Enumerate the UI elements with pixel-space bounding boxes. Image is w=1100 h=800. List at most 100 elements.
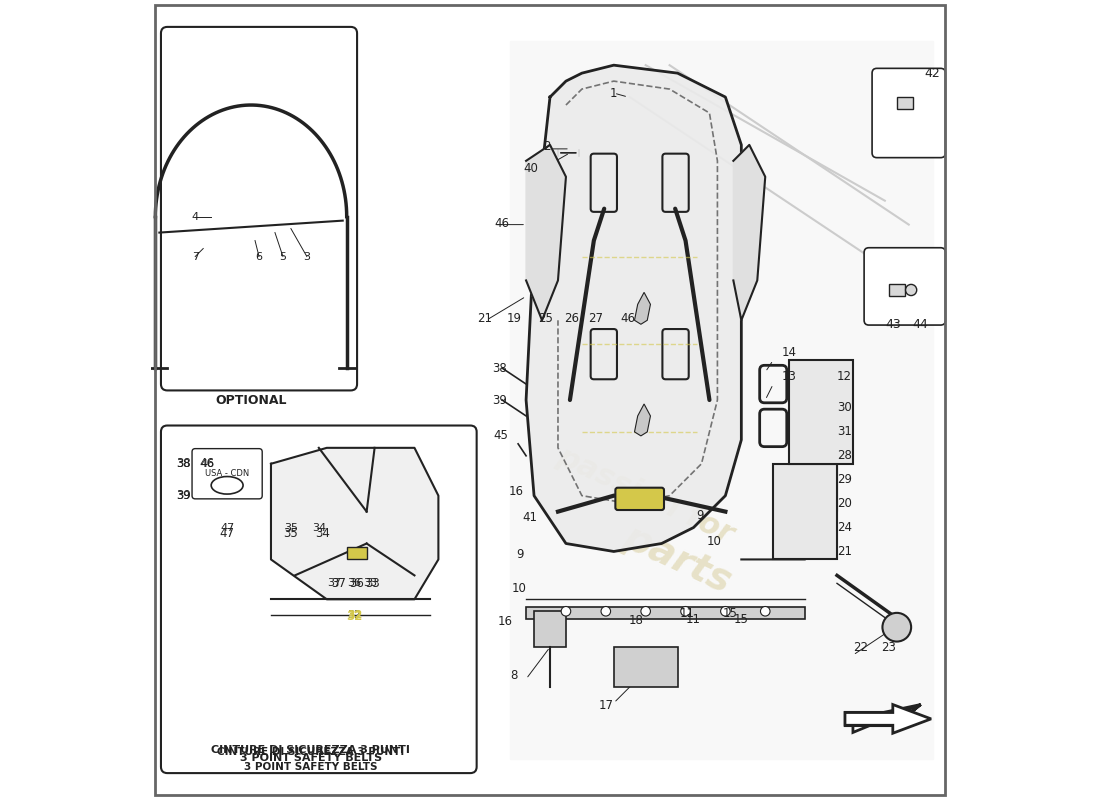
Text: 26: 26 (564, 312, 579, 325)
Text: 37: 37 (328, 578, 342, 588)
Text: 23: 23 (881, 641, 895, 654)
Text: 46: 46 (200, 458, 214, 469)
Polygon shape (635, 404, 650, 436)
Text: 35: 35 (284, 522, 298, 533)
Text: 22: 22 (852, 641, 868, 654)
Text: 39: 39 (176, 490, 190, 501)
Text: 39: 39 (493, 394, 507, 406)
Circle shape (601, 606, 610, 616)
Circle shape (720, 606, 730, 616)
Polygon shape (852, 705, 921, 733)
Text: 47: 47 (220, 522, 234, 533)
Text: 33: 33 (365, 577, 381, 590)
Polygon shape (773, 464, 837, 559)
FancyBboxPatch shape (192, 449, 262, 499)
Text: CINTURE DI SICUREZZA 3 PUNTI: CINTURE DI SICUREZZA 3 PUNTI (211, 745, 410, 754)
Text: 4: 4 (191, 212, 199, 222)
Text: 16: 16 (508, 485, 524, 498)
Polygon shape (635, 292, 650, 324)
Polygon shape (896, 97, 913, 109)
Text: 38: 38 (493, 362, 507, 374)
Polygon shape (734, 145, 766, 320)
Text: USA - CDN: USA - CDN (205, 469, 250, 478)
Text: 44: 44 (913, 318, 928, 330)
Polygon shape (510, 42, 933, 758)
Text: 16: 16 (498, 615, 513, 628)
Text: OPTIONAL: OPTIONAL (216, 394, 287, 406)
Text: 13: 13 (781, 370, 796, 382)
Text: 40: 40 (524, 162, 538, 175)
Text: 3: 3 (304, 251, 310, 262)
Polygon shape (526, 607, 805, 619)
Text: 28: 28 (837, 450, 851, 462)
Text: 29: 29 (837, 474, 852, 486)
Text: 3 POINT SAFETY BELTS: 3 POINT SAFETY BELTS (240, 753, 382, 762)
Circle shape (561, 606, 571, 616)
Text: CINTURE DI SICUREZZA 3 PUNTI: CINTURE DI SICUREZZA 3 PUNTI (217, 747, 405, 758)
Text: 39: 39 (176, 489, 190, 502)
Text: 42: 42 (925, 66, 940, 80)
Text: 21: 21 (477, 312, 492, 325)
Circle shape (882, 613, 911, 642)
Text: 20: 20 (837, 497, 851, 510)
Text: 7: 7 (191, 251, 199, 262)
Text: 3 POINT SAFETY BELTS: 3 POINT SAFETY BELTS (244, 762, 377, 772)
Text: 45: 45 (493, 430, 508, 442)
Text: 38: 38 (176, 458, 190, 470)
FancyBboxPatch shape (865, 248, 945, 325)
Text: 34: 34 (311, 522, 326, 533)
Text: 2: 2 (543, 140, 551, 153)
Text: 10: 10 (707, 535, 722, 549)
Text: 27: 27 (587, 312, 603, 325)
FancyBboxPatch shape (872, 68, 945, 158)
Circle shape (641, 606, 650, 616)
Polygon shape (535, 611, 565, 647)
Text: 33: 33 (364, 578, 377, 588)
Polygon shape (271, 448, 439, 599)
Text: 11: 11 (680, 607, 694, 620)
Polygon shape (614, 647, 678, 687)
Text: 17: 17 (598, 699, 614, 712)
Text: 24: 24 (837, 521, 852, 534)
Text: 36: 36 (348, 578, 362, 588)
Polygon shape (526, 145, 565, 320)
Circle shape (905, 285, 916, 295)
Text: 15: 15 (734, 613, 748, 626)
Text: 9: 9 (696, 509, 704, 522)
FancyBboxPatch shape (161, 426, 476, 773)
Text: 30: 30 (837, 402, 851, 414)
Text: 32: 32 (348, 610, 362, 620)
Text: 15: 15 (723, 607, 738, 620)
Text: 32: 32 (346, 610, 363, 623)
Text: 18: 18 (629, 614, 644, 627)
Text: 46: 46 (620, 312, 636, 325)
Text: passion for: passion for (552, 442, 739, 550)
Text: 43: 43 (884, 318, 901, 330)
FancyArrowPatch shape (848, 710, 922, 727)
Text: 9: 9 (516, 548, 524, 561)
Text: 21: 21 (837, 545, 852, 558)
Text: 19: 19 (507, 312, 521, 325)
Text: parts: parts (617, 518, 738, 601)
Text: 11: 11 (685, 613, 701, 626)
Text: 6: 6 (255, 251, 263, 262)
Polygon shape (889, 285, 905, 296)
Text: 46: 46 (495, 217, 509, 230)
Text: 38: 38 (176, 458, 190, 469)
Text: 47: 47 (220, 526, 234, 540)
Text: 36: 36 (350, 577, 364, 590)
Polygon shape (845, 705, 931, 734)
Text: 34: 34 (316, 526, 330, 540)
FancyBboxPatch shape (161, 27, 358, 390)
Polygon shape (526, 65, 741, 551)
Text: 1: 1 (610, 86, 617, 99)
Circle shape (760, 606, 770, 616)
Bar (346, 547, 366, 559)
Text: 46: 46 (200, 458, 214, 470)
Text: 32: 32 (346, 610, 362, 620)
Text: 41: 41 (522, 511, 538, 525)
Text: 5: 5 (279, 251, 286, 262)
Text: 25: 25 (539, 312, 553, 325)
Text: 12: 12 (837, 370, 852, 382)
Text: 14: 14 (781, 346, 796, 358)
